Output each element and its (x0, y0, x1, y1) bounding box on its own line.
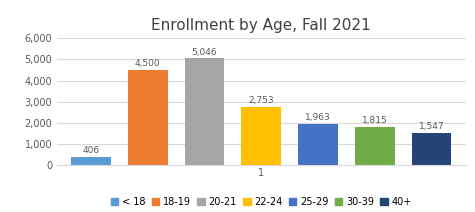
Text: 5,046: 5,046 (192, 48, 218, 57)
Text: 1,547: 1,547 (418, 122, 444, 131)
Text: 4,500: 4,500 (135, 59, 161, 68)
Title: Enrollment by Age, Fall 2021: Enrollment by Age, Fall 2021 (152, 18, 371, 33)
Bar (71, 157, 111, 165)
Text: 2,753: 2,753 (248, 96, 274, 105)
Bar (412, 132, 451, 165)
Text: 406: 406 (83, 146, 100, 155)
Text: 1,963: 1,963 (305, 113, 331, 122)
Bar (241, 107, 281, 165)
Bar (128, 70, 168, 165)
Legend: < 18, 18-19, 20-21, 22-24, 25-29, 30-39, 40+: < 18, 18-19, 20-21, 22-24, 25-29, 30-39,… (111, 197, 412, 207)
Text: 1,815: 1,815 (362, 116, 388, 125)
Bar (298, 124, 338, 165)
X-axis label: 1: 1 (258, 168, 264, 178)
Bar (355, 127, 395, 165)
Bar (185, 58, 224, 165)
